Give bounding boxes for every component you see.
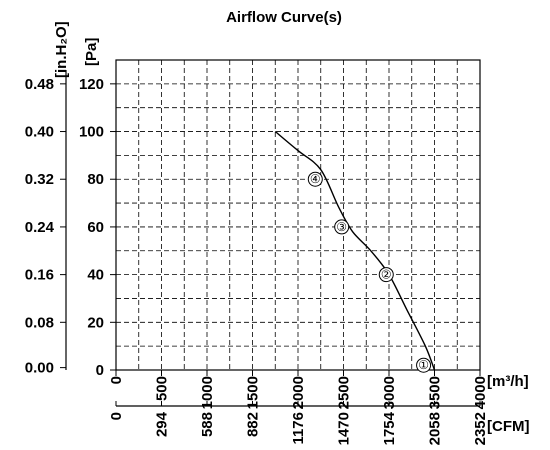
x-unit-secondary: [CFM] — [487, 418, 529, 435]
x-tick-secondary-label: 0 — [108, 412, 125, 420]
x-tick-primary-label: 1500 — [245, 376, 262, 409]
operating-point-label: ③ — [336, 220, 347, 234]
labels-layer: 0 20 40 60 80 100 120 0.00 0.08 0.16 0.24 0.32 0.40 0… — [25, 76, 489, 446]
x-tick-secondary-label: 588 — [199, 412, 216, 437]
y-unit-primary: [Pa] — [83, 38, 100, 66]
x-tick-primary-label: 500 — [154, 376, 171, 401]
x-tick-secondary-label: 1176 — [290, 412, 307, 445]
y-tick-primary-label: 120 — [79, 76, 104, 93]
x-tick-primary-label: 0 — [108, 376, 125, 384]
y-tick-primary-label: 0 — [96, 362, 104, 379]
x-tick-primary-label: 3500 — [427, 376, 444, 409]
x-tick-secondary-label: 294 — [154, 411, 171, 437]
x-tick-secondary-label: 1470 — [336, 412, 353, 445]
y-tick-secondary-label: 0.00 — [25, 360, 54, 377]
x-tick-primary-label: 1000 — [199, 376, 216, 409]
axes-layer — [60, 70, 481, 407]
x-tick-secondary-label: 1754 — [381, 411, 398, 445]
y-unit-secondary: [in.H₂O] — [53, 21, 70, 78]
operating-point-label: ① — [418, 358, 429, 372]
y-tick-secondary-label: 0.32 — [25, 171, 54, 188]
x-tick-primary-label: 2500 — [336, 376, 353, 409]
x-tick-primary-label: 3000 — [381, 376, 398, 409]
chart-title: Airflow Curve(s) — [226, 9, 342, 26]
x-tick-secondary-label: 2352 — [472, 412, 489, 445]
y-tick-primary-label: 20 — [87, 314, 104, 331]
y-tick-primary-label: 40 — [87, 267, 104, 284]
y-tick-secondary-label: 0.16 — [25, 267, 54, 284]
x-tick-primary-label: 4000 — [472, 376, 489, 409]
markers-layer: ① ② ③ ④ — [307, 171, 432, 373]
x-tick-secondary-label: 882 — [245, 412, 262, 437]
operating-point-marker: ② — [378, 267, 394, 283]
operating-point-circle — [416, 357, 432, 373]
y-tick-primary-label: 60 — [87, 219, 104, 236]
y-tick-secondary-label: 0.24 — [25, 219, 55, 236]
y-tick-primary-label: 100 — [79, 124, 104, 141]
operating-point-label: ② — [381, 268, 392, 282]
operating-point-label: ④ — [310, 172, 321, 186]
operating-point-circle — [334, 219, 350, 235]
x-unit-primary: [m³/h] — [487, 373, 529, 390]
operating-point-marker: ④ — [307, 171, 323, 187]
y-tick-secondary-label: 0.40 — [25, 124, 54, 141]
grid-layer — [116, 60, 480, 370]
airflow-curve — [274, 130, 436, 371]
x-tick-secondary-label: 2058 — [427, 412, 444, 445]
operating-point-marker: ① — [416, 357, 432, 373]
x-tick-primary-label: 2000 — [290, 376, 307, 409]
y-tick-primary-label: 80 — [87, 171, 104, 188]
y-tick-secondary-label: 0.48 — [25, 76, 54, 93]
y-tick-secondary-label: 0.08 — [25, 314, 54, 331]
operating-point-marker: ③ — [334, 219, 350, 235]
operating-point-circle — [307, 171, 323, 187]
operating-point-circle — [378, 267, 394, 283]
